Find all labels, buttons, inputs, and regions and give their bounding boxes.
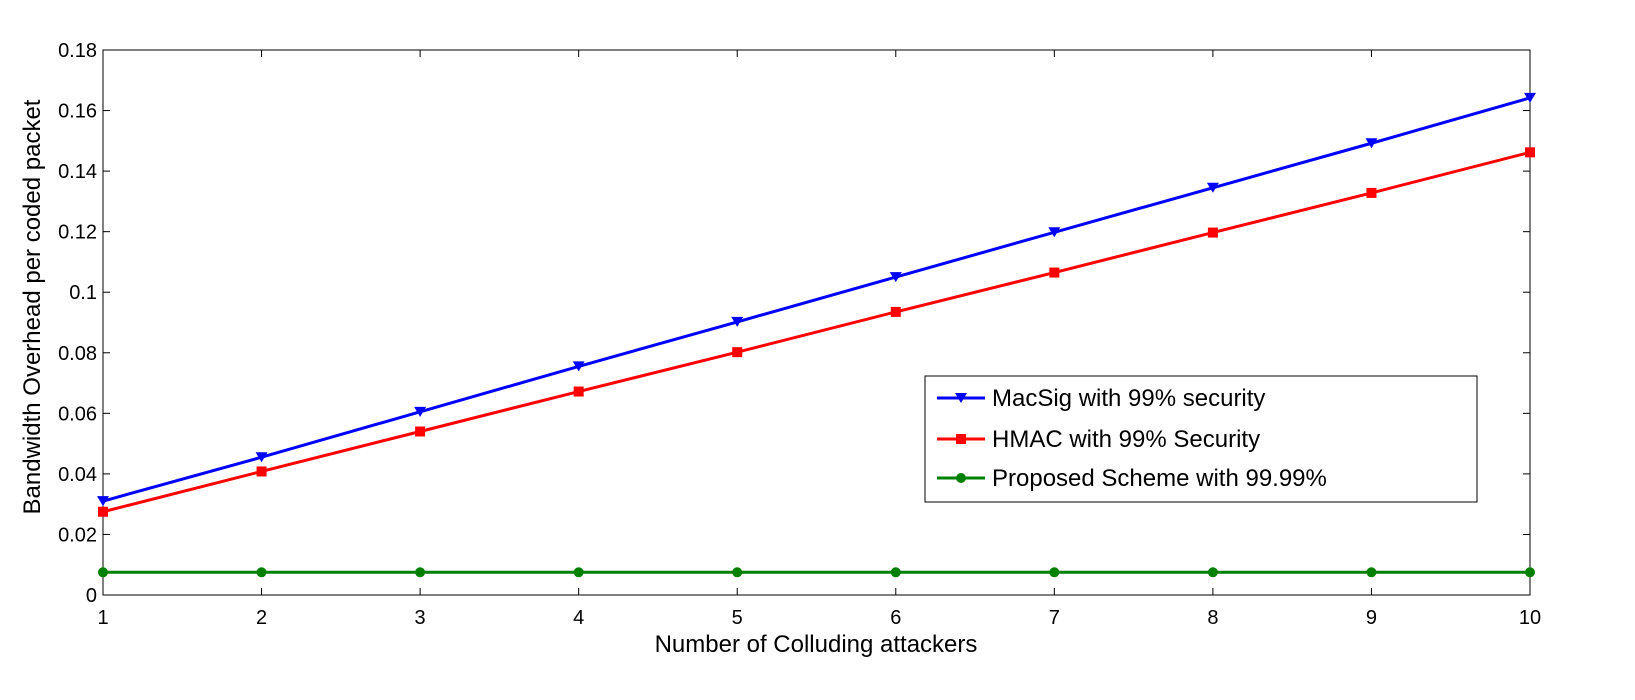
y-tick-label: 0.16	[58, 101, 97, 123]
legend-label-proposed: Proposed Scheme with 99.99%	[992, 465, 1327, 492]
legend-box	[924, 375, 1478, 503]
x-tick-label: 6	[890, 607, 901, 629]
data-point-macsig	[414, 406, 427, 417]
legend-marker-hmac	[956, 434, 966, 444]
y-tick-label: 0.06	[58, 403, 97, 425]
series-line-macsig	[102, 96, 1531, 503]
data-point-macsig	[97, 496, 109, 507]
y-tick-label: 0.08	[58, 343, 97, 365]
legend-entry-macsig: MacSig with 99% security	[937, 385, 1265, 412]
x-tick-label: 9	[1366, 607, 1377, 629]
data-point-proposed	[1207, 567, 1218, 578]
y-tick-label: 0.04	[58, 464, 97, 486]
data-point-proposed	[1049, 567, 1060, 578]
x-tick-label: 10	[1519, 607, 1541, 629]
data-point-macsig	[1206, 182, 1219, 193]
data-point-hmac	[573, 386, 584, 397]
legend-label-macsig: MacSig with 99% security	[992, 385, 1265, 412]
data-point-proposed	[256, 567, 267, 578]
data-point-proposed	[732, 567, 743, 578]
data-point-macsig	[889, 272, 902, 283]
data-point-hmac	[1049, 267, 1060, 278]
y-tick-label: 0.1	[69, 282, 97, 304]
data-point-hmac	[256, 466, 267, 477]
series-hmac	[98, 147, 1535, 517]
series-layer	[97, 92, 1536, 578]
x-tick-label: 2	[256, 607, 267, 629]
x-tick-label: 8	[1207, 607, 1218, 629]
y-tick-label: 0.14	[58, 161, 97, 183]
series-proposed	[98, 567, 1535, 578]
y-tick-label: 0	[86, 585, 97, 607]
y-tick-label: 0.12	[58, 222, 97, 244]
legend: MacSig with 99% security HMAC with 99% S…	[924, 375, 1478, 503]
data-point-hmac	[732, 347, 743, 358]
y-tick-label: 0.18	[58, 40, 97, 62]
data-point-hmac	[415, 426, 426, 437]
data-point-proposed	[890, 567, 901, 578]
data-point-hmac	[98, 506, 108, 517]
data-point-proposed	[573, 567, 584, 578]
x-axis-title: Number of Colluding attackers	[655, 631, 978, 658]
data-point-macsig	[731, 316, 744, 327]
data-point-macsig	[572, 361, 585, 372]
data-point-macsig	[1524, 92, 1536, 103]
data-point-hmac	[1366, 187, 1377, 198]
legend-entry-hmac: HMAC with 99% Security	[937, 426, 1260, 453]
series-line-hmac	[102, 150, 1531, 514]
data-point-hmac	[1525, 147, 1535, 158]
x-tick-label: 4	[573, 607, 584, 629]
data-point-macsig	[255, 452, 268, 463]
axis-ticks: 1 2 3 4 5 6 7 8 9 10 0 0.02 0.04 0.06 0.08 0.1 0.12 0.14 0…	[58, 40, 1541, 629]
data-point-proposed	[415, 567, 426, 578]
legend-marker-macsig	[955, 393, 967, 403]
legend-entry-proposed: Proposed Scheme with 99.99%	[937, 465, 1327, 492]
data-point-proposed	[1525, 567, 1535, 578]
series-macsig	[97, 92, 1536, 507]
x-tick-label: 1	[97, 607, 108, 629]
legend-label-hmac: HMAC with 99% Security	[992, 426, 1260, 453]
data-point-hmac	[890, 306, 901, 317]
y-axis-title: Bandwidth Overhead per coded packet	[19, 99, 46, 514]
data-point-proposed	[1366, 567, 1377, 578]
data-point-macsig	[1365, 138, 1378, 149]
data-point-proposed	[98, 567, 108, 578]
data-point-macsig	[1048, 227, 1061, 238]
y-tick-label: 0.02	[58, 524, 97, 546]
x-tick-label: 7	[1049, 607, 1060, 629]
data-point-hmac	[1207, 227, 1218, 238]
x-tick-label: 5	[732, 607, 743, 629]
legend-marker-proposed	[956, 473, 966, 483]
plot-area	[102, 49, 1531, 596]
x-tick-label: 3	[415, 607, 426, 629]
